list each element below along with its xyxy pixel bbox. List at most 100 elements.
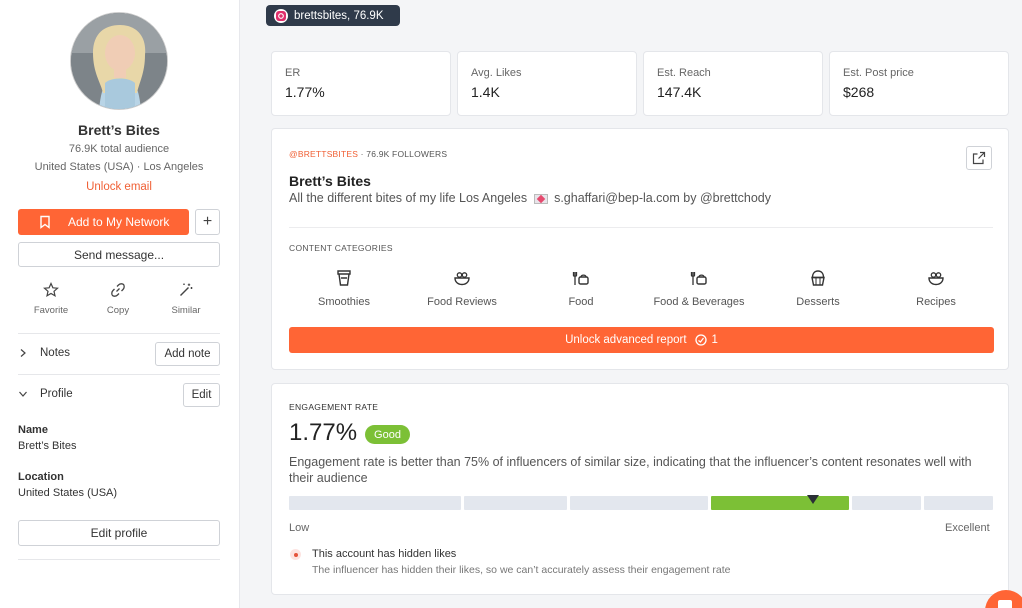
external-link-icon: [972, 151, 986, 165]
category-label: Desserts: [796, 296, 840, 308]
category-label: Recipes: [916, 296, 956, 308]
star-icon: [21, 282, 81, 298]
stat-card-post-price: Est. Post price $268: [829, 51, 1009, 116]
magic-wand-icon: [156, 282, 216, 298]
open-external-button[interactable]: [966, 146, 992, 170]
divider: [289, 227, 993, 228]
bio-name: Brett’s Bites: [289, 173, 371, 189]
recipe-bowl-icon: [881, 269, 991, 287]
edit-profile-button[interactable]: Edit profile: [18, 520, 220, 546]
plus-icon: +: [202, 213, 213, 230]
stat-label: Est. Post price: [843, 67, 914, 79]
token-icon: [694, 334, 707, 346]
avatar: [70, 12, 168, 110]
bio-text-start: All the different bites of my life Los A…: [289, 191, 528, 205]
scale-segment: [289, 496, 461, 510]
cupcake-icon: [763, 269, 873, 287]
engagement-description: Engagement rate is better than 75% of in…: [289, 455, 972, 485]
status-badge: Good: [365, 425, 410, 444]
stat-value: 1.4K: [471, 84, 500, 100]
bookmark-icon: [38, 215, 52, 229]
categories-title: CONTENT CATEGORIES: [289, 243, 393, 253]
followers-count: · 76.9K FOLLOWERS: [358, 149, 448, 159]
stat-card-er: ER 1.77%: [271, 51, 451, 116]
scale-segment-active: [711, 496, 849, 510]
alert-dot-icon: [290, 549, 301, 560]
stat-card-avg-likes: Avg. Likes 1.4K: [457, 51, 637, 116]
notes-toggle[interactable]: Notes: [18, 347, 70, 359]
category-food-reviews: Food Reviews: [407, 269, 517, 308]
profile-location: United States (USA) · Los Angeles: [34, 161, 204, 173]
profile-toggle[interactable]: Profile: [18, 388, 73, 400]
category-label: Food: [568, 296, 594, 308]
divider: [18, 333, 220, 334]
similar-action[interactable]: Similar: [156, 282, 216, 316]
stat-value: $268: [843, 84, 875, 100]
stat-value: 147.4K: [657, 84, 702, 100]
name-field-label: Name: [18, 424, 48, 436]
category-food: Food: [526, 269, 636, 308]
unlock-cost: 1: [711, 334, 718, 346]
engagement-value: 1.77%: [289, 419, 358, 446]
notes-label: Notes: [40, 347, 71, 359]
handle-line: @BRETTSBITES · 76.9K FOLLOWERS: [289, 149, 447, 159]
scale-segment: [852, 496, 921, 510]
stat-value: 1.77%: [285, 84, 325, 100]
unlock-email-link[interactable]: Unlock email: [86, 181, 152, 193]
food-beverage-icon: [644, 269, 754, 287]
divider: [18, 374, 220, 375]
scale-excellent-label: Excellent: [945, 522, 990, 534]
add-to-list-button[interactable]: +: [195, 209, 220, 235]
chevron-down-icon: [18, 389, 28, 399]
engagement-title: ENGAGEMENT RATE: [289, 402, 379, 412]
copy-action[interactable]: Copy: [88, 282, 148, 316]
add-to-network-button[interactable]: Add to My Network: [18, 209, 189, 235]
scale-segment: [464, 496, 567, 510]
scale-segment: [924, 496, 993, 510]
handle-link[interactable]: @BRETTSBITES: [289, 149, 359, 159]
link-icon: [88, 282, 148, 298]
stat-card-est-reach: Est. Reach 147.4K: [643, 51, 823, 116]
category-recipes: Recipes: [881, 269, 991, 308]
favorite-action[interactable]: Favorite: [21, 282, 81, 316]
category-smoothies: Smoothies: [289, 269, 399, 308]
send-message-button[interactable]: Send message...: [18, 242, 220, 267]
scale-segment: [570, 496, 708, 510]
copy-label: Copy: [106, 305, 130, 316]
divider: [18, 559, 220, 560]
profile-name: Brett’s Bites: [78, 122, 160, 138]
instagram-icon: [274, 8, 288, 23]
chat-launcher-button[interactable]: [985, 590, 1022, 608]
location-field-label: Location: [18, 471, 64, 483]
unlock-report-label: Unlock advanced report: [565, 334, 687, 346]
category-label: Smoothies: [318, 296, 370, 308]
stat-label: Avg. Likes: [471, 67, 522, 79]
category-label: Food & Beverages: [653, 296, 745, 308]
location-field-value: United States (USA): [18, 487, 118, 499]
chevron-right-icon: [18, 348, 28, 358]
edit-button[interactable]: Edit: [183, 383, 220, 407]
bio-text: All the different bites of my life Los A…: [289, 191, 771, 205]
similar-label: Similar: [171, 305, 201, 316]
hidden-likes-title: This account has hidden likes: [312, 548, 457, 560]
scale-marker: [807, 495, 819, 504]
engagement-rate-card: ENGAGEMENT RATE 1.77% Good Engagement ra…: [271, 383, 1009, 595]
profile-sidebar: Brett’s Bites 76.9K total audience Unite…: [0, 0, 240, 608]
favorite-label: Favorite: [33, 305, 69, 316]
category-label: Food Reviews: [427, 296, 497, 308]
smoothie-icon: [289, 269, 399, 287]
instagram-account-badge[interactable]: brettsbites, 76.9K: [266, 5, 400, 26]
audience-count: 76.9K total audience: [68, 143, 170, 155]
unlock-advanced-report-button[interactable]: Unlock advanced report 1: [289, 327, 994, 353]
category-desserts: Desserts: [763, 269, 873, 308]
add-note-button[interactable]: Add note: [155, 342, 220, 366]
add-to-network-label: Add to My Network: [68, 215, 170, 229]
stat-label: ER: [285, 67, 301, 79]
food-icon: [526, 269, 636, 287]
profile-bio-card: @BRETTSBITES · 76.9K FOLLOWERS Brett’s B…: [271, 128, 1009, 370]
name-field-value: Brett’s Bites: [18, 440, 77, 452]
category-food-beverages: Food & Beverages: [644, 269, 754, 308]
bio-text-end: s.ghaffari@bep-la.com by @brettchody: [554, 191, 771, 205]
stat-label: Est. Reach: [657, 67, 711, 79]
love-letter-icon: [533, 193, 548, 204]
